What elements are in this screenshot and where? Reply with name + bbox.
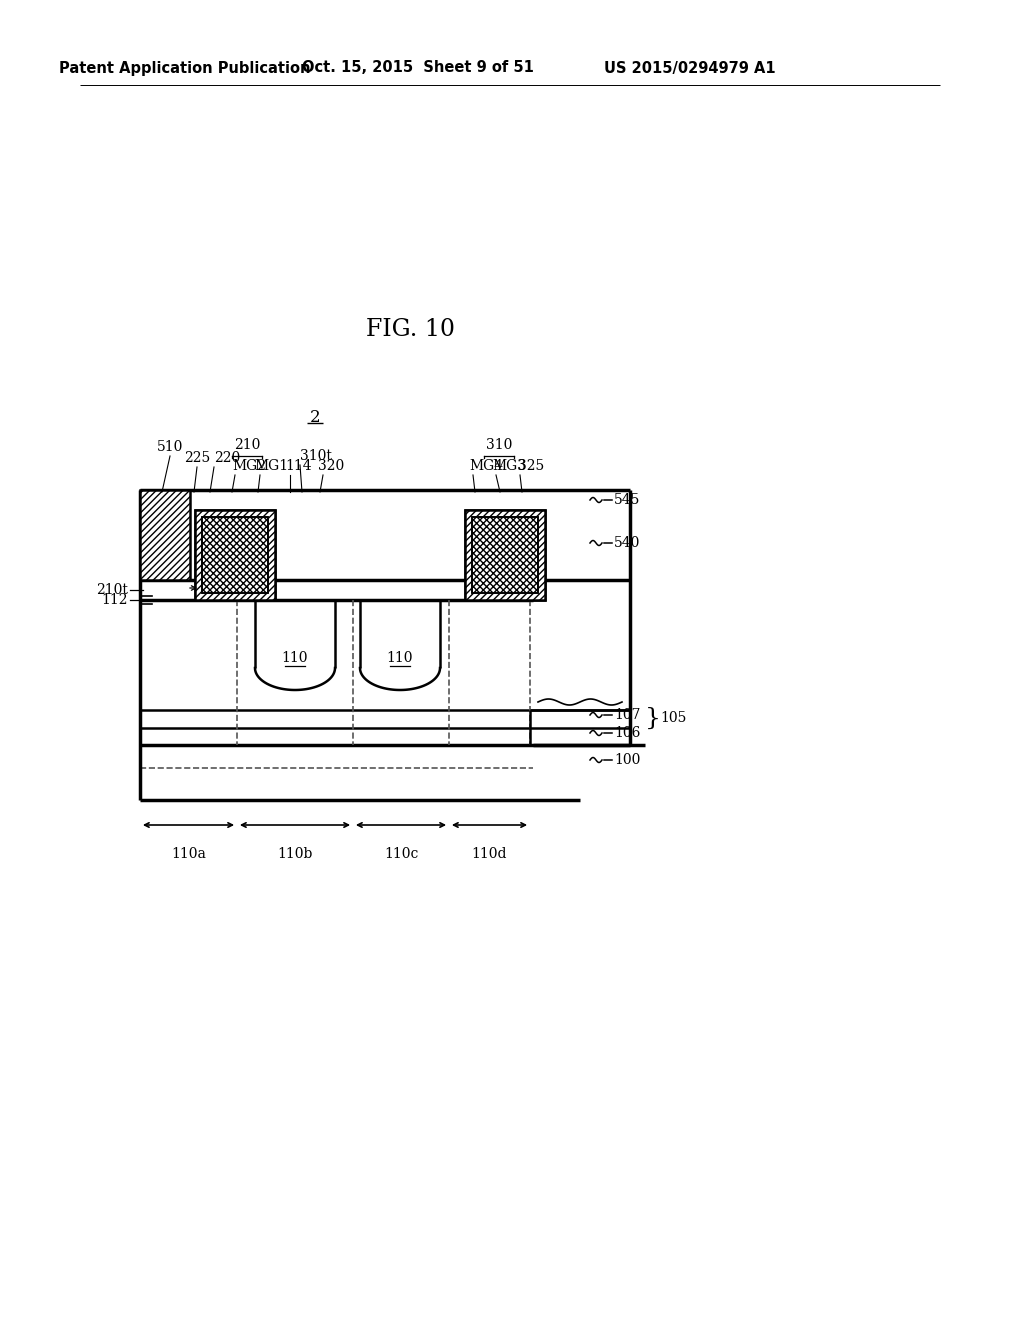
- Text: 112: 112: [101, 593, 128, 607]
- Text: MG4: MG4: [469, 459, 503, 473]
- Text: 107: 107: [614, 708, 640, 722]
- Text: Patent Application Publication: Patent Application Publication: [59, 61, 310, 75]
- Text: 2: 2: [309, 409, 321, 426]
- Text: Oct. 15, 2015  Sheet 9 of 51: Oct. 15, 2015 Sheet 9 of 51: [302, 61, 534, 75]
- Text: US 2015/0294979 A1: US 2015/0294979 A1: [604, 61, 776, 75]
- Text: 110: 110: [282, 651, 308, 665]
- Text: 210: 210: [233, 438, 260, 451]
- Bar: [465, 510, 545, 601]
- Text: 106: 106: [614, 726, 640, 741]
- Text: 110b: 110b: [278, 847, 312, 861]
- Text: 100: 100: [614, 752, 640, 767]
- Bar: [472, 517, 538, 593]
- Text: 325: 325: [518, 459, 544, 473]
- Text: FIG. 10: FIG. 10: [366, 318, 455, 342]
- Text: 310: 310: [485, 438, 512, 451]
- Text: MG1: MG1: [254, 459, 288, 473]
- Text: 110a: 110a: [171, 847, 206, 861]
- Text: }: }: [645, 706, 662, 730]
- Bar: [140, 490, 190, 579]
- Bar: [195, 510, 275, 601]
- Text: 220: 220: [214, 451, 241, 465]
- Text: 105: 105: [660, 711, 686, 725]
- Bar: [465, 510, 545, 601]
- Text: 210t: 210t: [96, 583, 128, 597]
- Bar: [202, 517, 268, 593]
- Text: MG2: MG2: [232, 459, 266, 473]
- Text: 310t: 310t: [300, 449, 332, 463]
- Bar: [465, 510, 545, 601]
- Bar: [202, 517, 268, 593]
- Text: 110: 110: [387, 651, 414, 665]
- Text: 114: 114: [285, 459, 311, 473]
- Text: 110c: 110c: [384, 847, 418, 861]
- Bar: [195, 510, 275, 601]
- Text: 225: 225: [184, 451, 210, 465]
- Text: MG3: MG3: [492, 459, 526, 473]
- Text: 110d: 110d: [472, 847, 507, 861]
- Bar: [472, 517, 538, 593]
- Text: 510: 510: [157, 440, 183, 454]
- Text: 320: 320: [318, 459, 344, 473]
- Text: 545: 545: [614, 492, 640, 507]
- Text: 540: 540: [614, 536, 640, 550]
- Bar: [195, 510, 275, 601]
